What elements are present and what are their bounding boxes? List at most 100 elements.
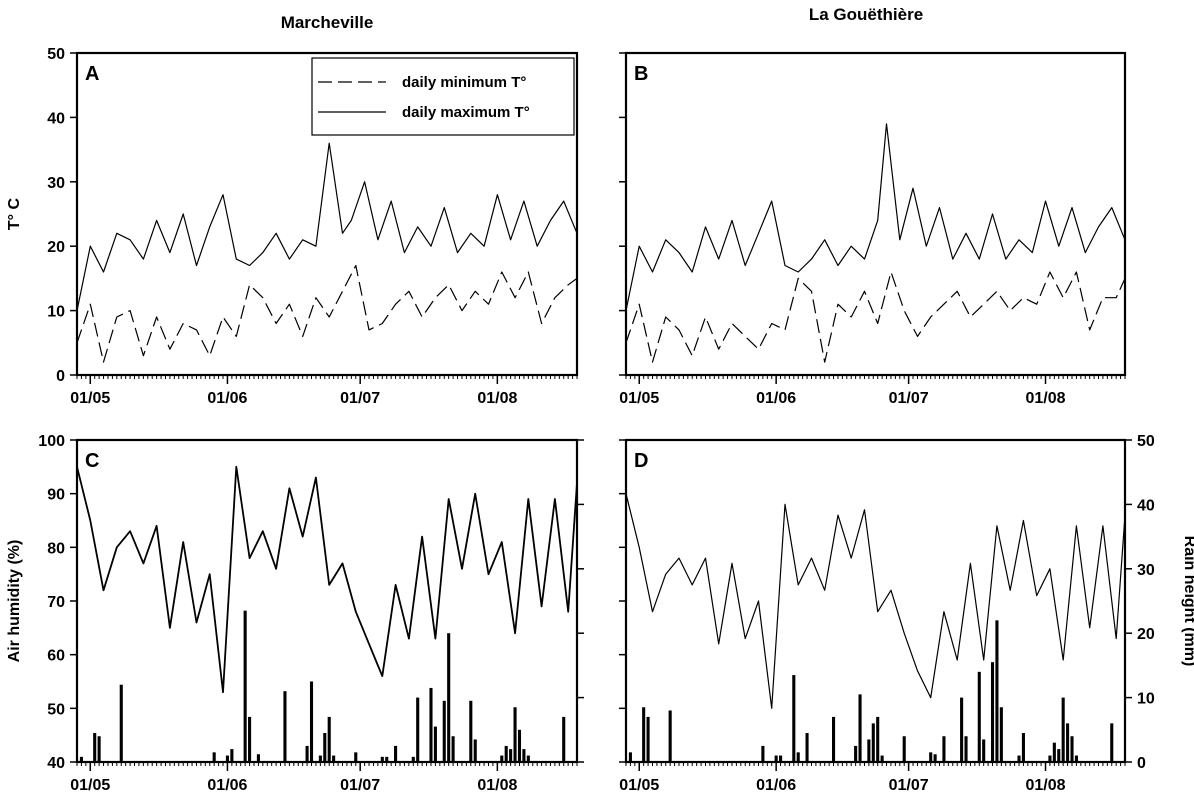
rain-bar <box>225 755 229 762</box>
panel-label: B <box>634 63 648 85</box>
y-tick-label: 40 <box>47 755 65 772</box>
rain-bar <box>977 671 981 762</box>
plot-frame <box>75 438 579 764</box>
y-tick-label: 20 <box>47 239 65 256</box>
rain-bar <box>964 736 968 762</box>
y-tick-label: 50 <box>47 46 65 63</box>
y2-axis-title: Rain height (mm) <box>1181 536 1194 667</box>
rain-bar <box>318 755 322 762</box>
rain-bar <box>562 716 566 762</box>
rain-bar <box>93 733 97 762</box>
daily-minimum-t--line <box>625 271 1126 363</box>
y-tick-label: 70 <box>47 594 65 611</box>
rain-bar <box>642 707 646 762</box>
rain-bar <box>990 662 995 762</box>
column-title-right: La Gouëthière <box>809 5 923 24</box>
rain-bar <box>442 700 446 762</box>
rain-bar <box>796 752 800 762</box>
x-tick-label: 01/06 <box>756 390 796 407</box>
rain-bar <box>447 633 451 762</box>
y2-tick-label: 50 <box>1137 433 1155 450</box>
rain-bar <box>230 749 234 762</box>
rain-bar <box>433 726 437 762</box>
rain-bar <box>832 716 836 762</box>
rain-bar <box>960 697 964 762</box>
x-tick-label: 01/06 <box>756 777 796 794</box>
panel-d: 01/05 01/06 01/07 01/08 0 10 20 30 40 50 Rain heig… <box>619 433 1194 794</box>
x-tick-label: 01/07 <box>340 390 380 407</box>
x-tick-label: 01/06 <box>207 390 247 407</box>
rain-bar <box>1057 749 1061 762</box>
rain-bar <box>858 694 862 762</box>
x-tick-label: 01/07 <box>340 777 380 794</box>
rain-bar <box>509 749 513 762</box>
rain-bar <box>429 687 433 762</box>
rain-bar <box>451 736 455 762</box>
rain-bar <box>256 754 260 762</box>
rain-bar <box>212 752 216 762</box>
y-tick-label: 50 <box>47 701 65 718</box>
rain-bar <box>1061 697 1065 762</box>
rain-bar <box>517 729 522 762</box>
x-tick-label: 01/08 <box>477 777 517 794</box>
y-tick-label: 90 <box>47 487 65 504</box>
panel-label: C <box>85 450 99 472</box>
x-tick-label: 01/08 <box>1025 390 1065 407</box>
y2-tick-label: 40 <box>1137 497 1155 514</box>
y-axis-title: Air humidity (%) <box>6 540 23 663</box>
x-tick-label: 01/05 <box>70 777 110 794</box>
plot-frame <box>75 51 579 377</box>
y-tick-label: 80 <box>47 540 65 557</box>
x-tick-label: 01/07 <box>889 777 929 794</box>
y-tick-label: 30 <box>47 175 65 192</box>
rain-bar <box>513 707 517 762</box>
rain-bar <box>628 752 632 762</box>
daily-maximum-t--line <box>625 123 1126 311</box>
rain-bar <box>1017 755 1021 762</box>
column-title-left: Marcheville <box>281 13 374 32</box>
panel-c: 01/05 01/06 01/07 01/08 40 50 60 70 80 90 100 Air h… <box>6 433 584 794</box>
x-tick-label: 01/05 <box>70 390 110 407</box>
y2-tick-label: 10 <box>1137 691 1155 708</box>
y2-tick-label: 0 <box>1137 755 1146 772</box>
rain-bar <box>526 755 530 762</box>
rain-bar <box>880 755 884 762</box>
rain-bar <box>283 691 287 762</box>
rain-bar <box>305 745 309 762</box>
rain-bar <box>929 752 933 762</box>
rain-bar <box>779 755 783 762</box>
rain-bar <box>646 716 650 762</box>
rain-bar <box>119 684 123 762</box>
rain-bar <box>243 610 247 762</box>
panel-b: 01/05 01/06 01/07 01/08 B <box>619 51 1127 407</box>
rain-bar <box>876 716 880 762</box>
rain-bar <box>1074 755 1078 762</box>
rain-bar <box>522 749 526 762</box>
rain-bar <box>380 756 384 762</box>
y-axis-title: T° C <box>6 197 23 230</box>
y-tick-label: 40 <box>47 110 65 127</box>
rain-bar <box>792 675 796 762</box>
x-tick-label: 01/06 <box>207 777 247 794</box>
plot-frame <box>624 438 1127 764</box>
legend: daily minimum T° daily maximum T° <box>311 57 575 136</box>
rain-bar <box>248 716 252 762</box>
humidity-line <box>76 465 578 694</box>
legend-label: daily maximum T° <box>402 104 530 121</box>
rain-bar <box>871 723 875 762</box>
rain-bar <box>332 755 336 762</box>
legend-box <box>311 57 575 136</box>
rain-bar <box>323 733 327 762</box>
x-tick-label: 01/07 <box>889 390 929 407</box>
rain-bar <box>1066 723 1070 762</box>
rain-bar <box>309 681 314 762</box>
rain-bar <box>1021 733 1025 762</box>
rain-bar <box>504 745 508 762</box>
panel-label: A <box>85 63 99 85</box>
rain-bar <box>942 736 946 762</box>
x-tick-label: 01/05 <box>619 390 659 407</box>
rain-bar <box>469 700 473 762</box>
rain-bar <box>805 733 809 762</box>
rain-bar <box>933 754 937 762</box>
